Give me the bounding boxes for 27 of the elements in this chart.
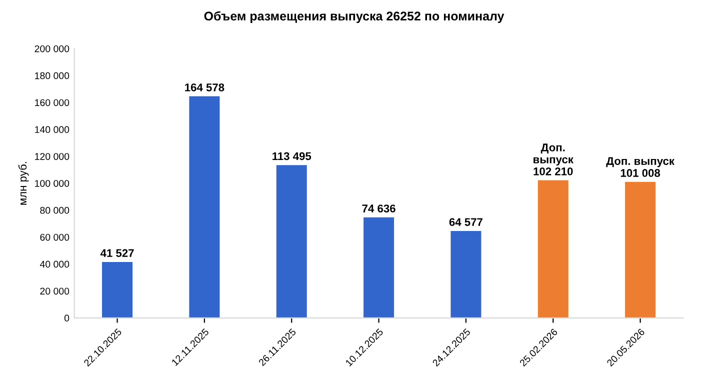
data-label: Доп. выпуск 102 210 (534, 144, 574, 176)
y-tick-label: 120 000 (35, 153, 70, 160)
bar (276, 165, 307, 318)
y-tick-label: 100 000 (35, 180, 70, 187)
bar (538, 180, 568, 318)
y-tick-label: 200 000 (34, 45, 70, 52)
data-label: Доп. выпуск 101 008 (606, 157, 674, 177)
data-label: 113 495 (272, 152, 312, 160)
data-label: 64 577 (449, 218, 482, 226)
bar (189, 96, 220, 318)
y-tick-label: 160 000 (35, 99, 70, 106)
data-label: 74 636 (362, 204, 396, 212)
bar (450, 230, 482, 318)
bar (625, 182, 656, 318)
y-tick-label: 140 000 (35, 126, 70, 134)
bar (102, 262, 133, 318)
y-tick-label: 80 000 (40, 206, 70, 214)
y-tick-label: 40 000 (40, 260, 70, 268)
y-tick-label: 180 000 (35, 72, 70, 80)
y-axis-title: млн руб. (18, 162, 29, 205)
chart-title: Объем размещения выпуска 26252 по номиналу (204, 11, 504, 23)
y-tick-label: 60 000 (40, 234, 70, 241)
data-label: 164 578 (185, 83, 224, 92)
y-tick-label: 0 (64, 314, 70, 322)
y-tick-label: 20 000 (40, 288, 70, 295)
bar (364, 217, 394, 318)
data-label: 41 527 (100, 249, 134, 258)
